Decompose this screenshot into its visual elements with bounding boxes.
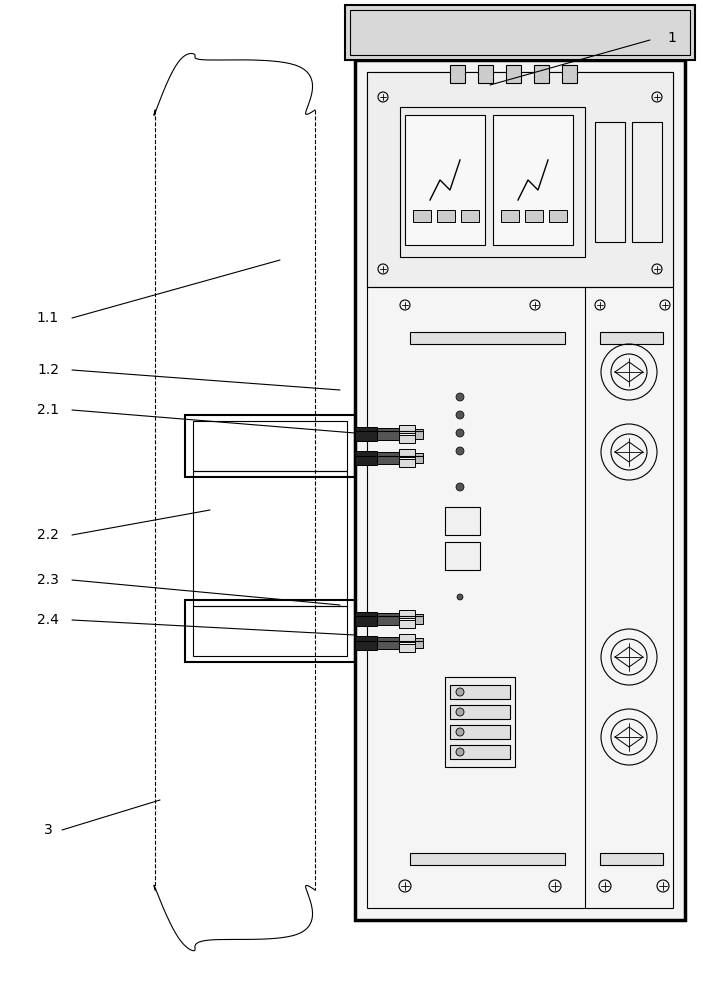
Bar [445, 507, 480, 535]
Bar [193, 471, 347, 606]
Text: 3: 3 [44, 823, 53, 837]
Circle shape [456, 429, 464, 437]
Bar [506, 65, 521, 83]
Circle shape [456, 483, 464, 491]
Bar [437, 210, 455, 222]
Bar [445, 677, 515, 767]
Text: 1: 1 [668, 31, 676, 45]
Bar [410, 332, 565, 344]
Text: 2.3: 2.3 [37, 573, 59, 587]
Bar [400, 107, 585, 257]
Bar [399, 449, 415, 457]
Bar [501, 210, 519, 222]
Bar [410, 853, 565, 865]
Bar [355, 636, 377, 650]
Bar [415, 638, 423, 648]
Bar [377, 452, 399, 464]
Bar [450, 685, 510, 699]
Bar [562, 65, 577, 83]
Bar [350, 10, 690, 55]
Bar [450, 705, 510, 719]
Bar [461, 210, 479, 222]
Circle shape [457, 594, 463, 600]
Bar [405, 115, 485, 245]
Bar [525, 210, 543, 222]
Bar [450, 725, 510, 739]
Bar [534, 65, 549, 83]
Bar [355, 427, 377, 441]
Circle shape [456, 688, 464, 696]
Bar [193, 606, 347, 656]
Bar [399, 425, 415, 433]
Bar [595, 122, 625, 242]
Bar [399, 620, 415, 628]
Bar [377, 637, 399, 649]
Bar [450, 65, 465, 83]
Circle shape [456, 447, 464, 455]
Text: 2.4: 2.4 [37, 613, 59, 627]
Circle shape [456, 393, 464, 401]
Circle shape [456, 728, 464, 736]
Text: 1.1: 1.1 [37, 311, 59, 325]
Bar [377, 613, 399, 625]
Bar [355, 451, 377, 465]
Bar [355, 60, 685, 920]
Bar [367, 72, 673, 908]
Bar [415, 614, 423, 624]
Circle shape [456, 411, 464, 419]
Bar [185, 600, 355, 662]
Bar [413, 210, 431, 222]
Bar [345, 5, 695, 60]
Bar [478, 65, 493, 83]
Bar [377, 428, 399, 440]
Text: 2.1: 2.1 [37, 403, 59, 417]
Text: 2.2: 2.2 [37, 528, 59, 542]
Circle shape [456, 748, 464, 756]
Bar [367, 72, 673, 287]
Bar [415, 453, 423, 463]
Bar [445, 542, 480, 570]
Bar [493, 115, 573, 245]
Bar [399, 644, 415, 652]
Bar [399, 459, 415, 467]
Bar [193, 421, 347, 471]
Text: 1.2: 1.2 [37, 363, 59, 377]
Bar [600, 853, 663, 865]
Bar [415, 429, 423, 439]
Bar [600, 332, 663, 344]
Bar [399, 634, 415, 642]
Bar [549, 210, 567, 222]
Bar [399, 610, 415, 618]
Bar [185, 415, 355, 477]
Bar [399, 435, 415, 443]
Bar [450, 745, 510, 759]
Circle shape [456, 708, 464, 716]
Bar [355, 612, 377, 626]
Bar [632, 122, 662, 242]
